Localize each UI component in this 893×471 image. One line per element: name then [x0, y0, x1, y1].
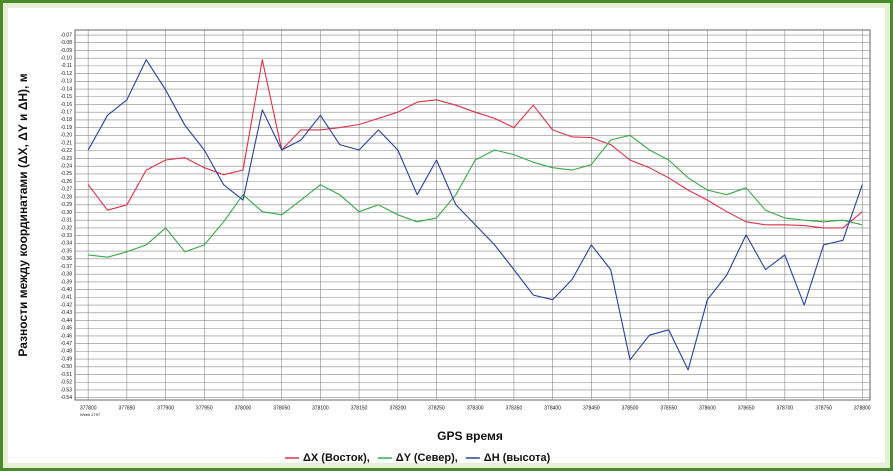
y-tick-label: -0.14	[61, 86, 73, 92]
y-tick-label: -0.18	[61, 117, 73, 123]
x-tick-label: 378600	[699, 405, 716, 411]
x-tick-label: 377850	[119, 405, 136, 411]
x-tick-label: 378650	[738, 405, 755, 411]
x-tick-label: 378550	[660, 405, 677, 411]
y-tick-label: -0.36	[61, 256, 73, 262]
x-tick-label: 378350	[506, 405, 523, 411]
y-tick-label: -0.09	[61, 48, 73, 54]
y-tick-label: -0.31	[61, 218, 73, 224]
y-tick-label: -0.34	[61, 241, 73, 247]
x-tick-label: 378700	[777, 405, 794, 411]
x-tick-label: 378750	[815, 405, 832, 411]
y-tick-label: -0.48	[61, 349, 73, 355]
series-line	[88, 134, 863, 258]
y-tick-label: -0.52	[61, 380, 73, 386]
y-tick-label: -0.25	[61, 171, 73, 177]
y-tick-label: -0.39	[61, 279, 73, 285]
series-line	[87, 59, 863, 371]
y-tick-label: -0.47	[61, 341, 73, 347]
y-tick-label: -0.08	[61, 40, 73, 46]
y-tick-label: -0.21	[61, 140, 73, 146]
y-tick-label: -0.32	[61, 225, 73, 231]
x-axis-label: GPS время	[437, 429, 503, 443]
x-tick-label: 378150	[351, 405, 368, 411]
y-tick-label: -0.33	[61, 233, 73, 239]
legend-label: ΔH (высота)	[484, 452, 551, 464]
y-tick-label: -0.29	[61, 202, 73, 208]
y-tick-label: -0.40	[61, 287, 73, 293]
legend-label: ΔX (Восток),	[303, 452, 370, 464]
y-tick-label: -0.53	[61, 387, 73, 393]
x-tick-label: 377900	[157, 405, 174, 411]
y-tick-label: -0.41	[61, 295, 73, 301]
x-tick-label: 378800	[854, 405, 871, 411]
y-axis-label: Разности между координатами (ΔX, ΔY и ΔH…	[16, 73, 30, 356]
y-tick-label: -0.22	[61, 148, 73, 154]
x-tick-label: 378050	[273, 405, 290, 411]
y-tick-label: -0.51	[61, 372, 73, 378]
x-tick-label: 377950	[196, 405, 213, 411]
y-tick-label: -0.35	[61, 248, 73, 254]
x-tick-label: 378500	[622, 405, 639, 411]
y-tick-label: -0.42	[61, 302, 73, 308]
y-tick-label: -0.54	[61, 395, 73, 401]
y-tick-label: -0.07	[61, 32, 73, 38]
y-tick-label: -0.46	[61, 333, 73, 339]
x-tick-label: 378400	[544, 405, 561, 411]
y-tick-label: -0.10	[61, 55, 73, 61]
y-tick-label: -0.38	[61, 272, 73, 278]
y-tick-label: -0.11	[61, 63, 72, 69]
x-tick-label: 378300	[467, 405, 484, 411]
y-tick-label: -0.43	[61, 310, 73, 316]
y-tick-label: -0.16	[61, 102, 73, 108]
x-tick-label: 378450	[583, 405, 600, 411]
y-tick-label: -0.37	[61, 264, 73, 270]
y-tick-label: -0.26	[61, 179, 73, 185]
x-tick-label: 378100	[312, 405, 329, 411]
x-tick-label: 378000	[235, 405, 252, 411]
y-tick-label: -0.28	[61, 194, 73, 200]
x-tick-label: 378200	[389, 405, 406, 411]
y-tick-label: -0.20	[61, 133, 73, 139]
y-tick-label: -0.45	[61, 326, 73, 332]
legend-label: ΔY (Север),	[396, 452, 458, 464]
y-tick-label: -0.17	[61, 110, 73, 116]
y-tick-label: -0.19	[61, 125, 73, 131]
y-tick-label: -0.23	[61, 156, 73, 162]
plot-area	[74, 29, 871, 401]
y-tick-label: -0.30	[61, 210, 73, 216]
y-tick-label: -0.12	[61, 71, 73, 77]
y-tick-label: -0.24	[61, 164, 73, 170]
y-tick-label: -0.50	[61, 364, 73, 370]
x-tick-label: 378250	[428, 405, 445, 411]
y-tick-label: -0.49	[61, 356, 73, 362]
y-tick-label: -0.15	[61, 94, 73, 100]
x-tick-label: 377800	[80, 405, 97, 411]
y-tick-label: -0.44	[61, 318, 73, 324]
annotation: Week 2797	[80, 412, 101, 417]
y-tick-label: -0.13	[61, 79, 73, 85]
y-tick-label: -0.27	[61, 187, 73, 193]
